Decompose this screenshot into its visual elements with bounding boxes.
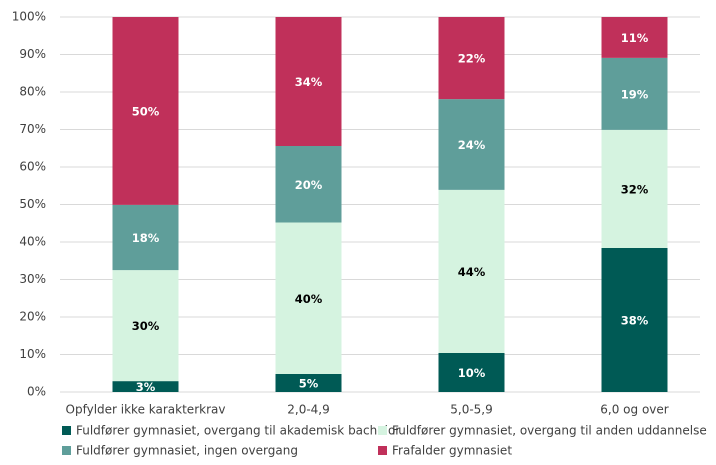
value-label: 40% <box>295 292 323 306</box>
y-tick-label: 100% <box>12 10 46 24</box>
bar-segment <box>601 129 668 248</box>
value-label: 22% <box>458 52 486 66</box>
legend-swatch <box>62 426 71 435</box>
bar-segment <box>438 17 505 100</box>
y-tick-label: 70% <box>19 122 46 136</box>
bar-segment <box>112 270 179 382</box>
value-label: 11% <box>621 31 649 45</box>
x-tick-label: 2,0-4,9 <box>287 403 330 417</box>
bar-segment <box>601 57 668 130</box>
value-label: 50% <box>132 104 160 118</box>
y-tick-label: 40% <box>19 235 46 249</box>
value-label: 38% <box>621 314 649 328</box>
bar-segment <box>438 189 505 353</box>
x-tick-label: 6,0 og over <box>600 403 668 417</box>
bar-segment <box>275 374 342 392</box>
y-tick-label: 90% <box>19 47 46 61</box>
y-tick-label: 60% <box>19 160 46 174</box>
legend-label: Fuldfører gymnasiet, overgang til akadem… <box>76 424 400 438</box>
value-label: 30% <box>132 319 160 333</box>
bar-segment <box>438 99 505 190</box>
bar-segment <box>112 17 179 205</box>
value-label: 3% <box>136 380 156 394</box>
legend-label: Fuldfører gymnasiet, overgang til anden … <box>392 424 707 438</box>
value-label: 19% <box>621 87 649 101</box>
bar-segment <box>601 248 668 392</box>
x-tick-label: 5,0-5,9 <box>450 403 493 417</box>
value-label: 24% <box>458 138 486 152</box>
legend-swatch <box>378 446 387 455</box>
y-tick-label: 10% <box>19 347 46 361</box>
value-label: 20% <box>295 178 323 192</box>
value-label: 34% <box>295 75 323 89</box>
legend-label: Frafalder gymnasiet <box>392 444 512 458</box>
bar-segment <box>438 353 505 392</box>
y-tick-label: 80% <box>19 85 46 99</box>
value-label: 10% <box>458 366 486 380</box>
value-label: 44% <box>458 265 486 279</box>
value-label: 18% <box>132 231 160 245</box>
y-tick-label: 20% <box>19 310 46 324</box>
value-label: 32% <box>621 182 649 196</box>
x-tick-label: Opfylder ikke karakterkrav <box>66 403 226 417</box>
bar-segment <box>275 222 342 374</box>
y-tick-label: 30% <box>19 272 46 286</box>
legend-label: Fuldfører gymnasiet, ingen overgang <box>76 444 298 458</box>
value-label: 5% <box>299 377 319 391</box>
bar-segment <box>601 17 668 58</box>
bar-segment <box>275 146 342 223</box>
legend-swatch <box>62 446 71 455</box>
legend-swatch <box>378 426 387 435</box>
bar-segment <box>112 204 179 271</box>
y-tick-label: 50% <box>19 197 46 211</box>
y-tick-label: 0% <box>27 385 46 399</box>
bar-segment <box>112 381 179 392</box>
bar-segment <box>275 17 342 146</box>
